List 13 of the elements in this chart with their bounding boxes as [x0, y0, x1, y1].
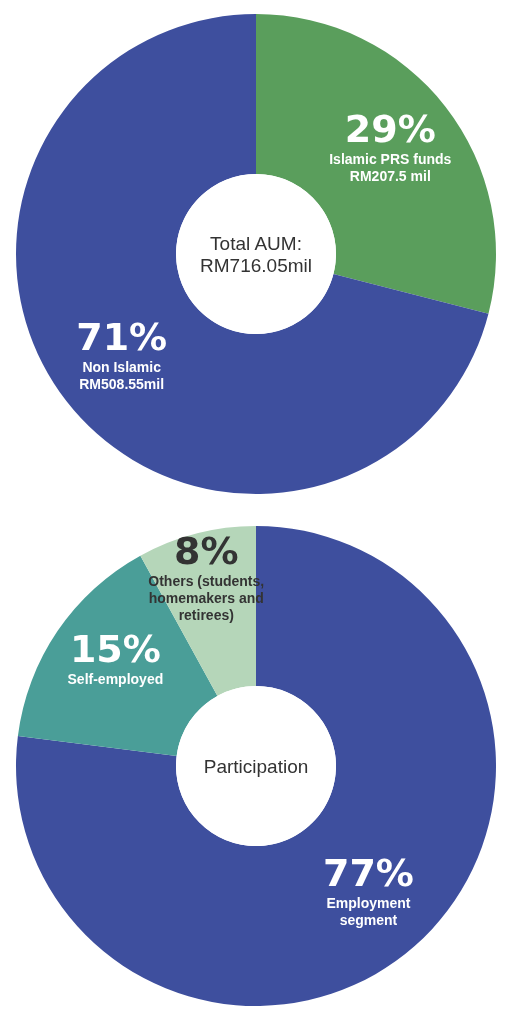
- donut-slice: [16, 14, 489, 494]
- data-label: 77%: [322, 850, 414, 895]
- slice-label: Self-employed: [67, 671, 164, 688]
- slice-label: Islamic PRS funds RM207.5 mil: [329, 150, 452, 184]
- slice-label: Employment segment: [326, 894, 411, 928]
- text: Total AUM: RM716.05mil: [200, 233, 312, 276]
- data-label: 8%: [174, 529, 239, 574]
- slice-label: Non Islamic RM508.55mil: [79, 359, 165, 393]
- data-label: 71%: [76, 315, 168, 360]
- data-label: 15%: [69, 627, 161, 672]
- data-label: 29%: [344, 106, 436, 151]
- text: Participation: [203, 756, 309, 777]
- donut-slice: [16, 526, 496, 1006]
